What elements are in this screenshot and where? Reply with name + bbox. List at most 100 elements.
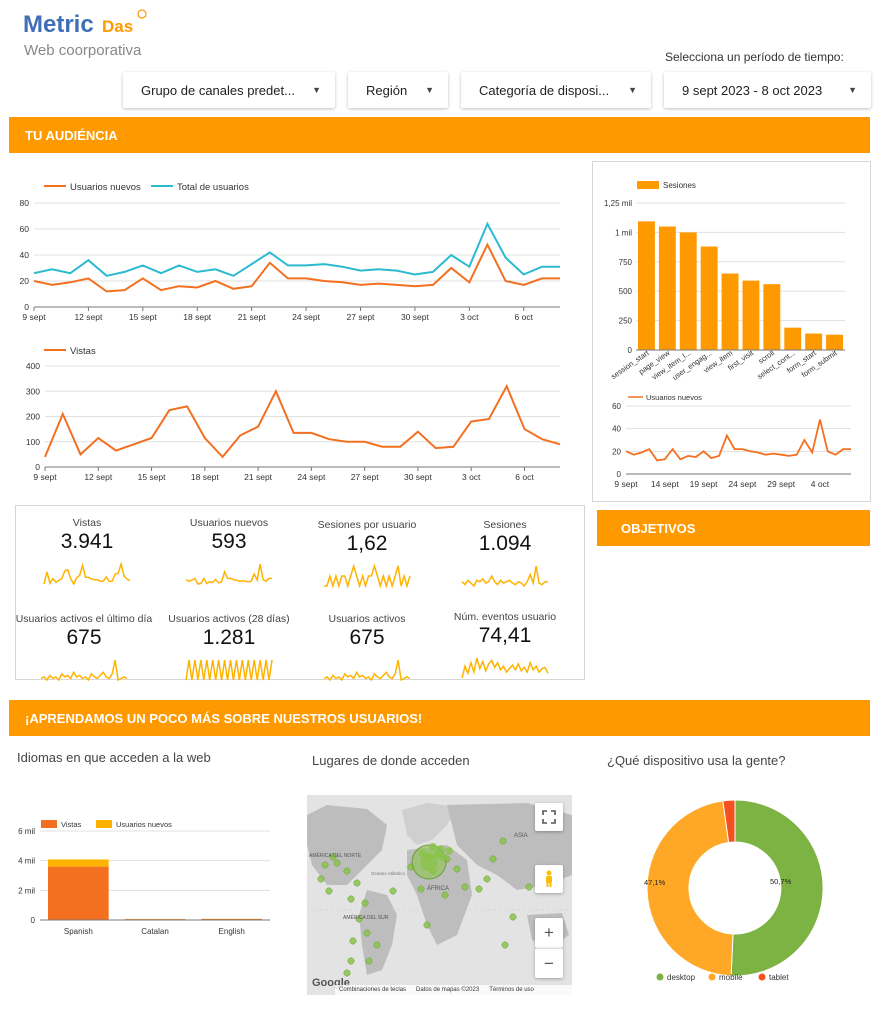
x-tick-label: Spanish xyxy=(64,927,93,936)
y-tick-label: 750 xyxy=(619,258,633,267)
map-location-marker xyxy=(419,849,427,857)
map-location-marker-core xyxy=(420,853,438,871)
terms-link[interactable]: Términos de uso xyxy=(489,987,534,993)
kpi-sparkline xyxy=(40,659,128,682)
map-location-marker xyxy=(355,915,363,923)
x-tick-label: 3 oct xyxy=(462,472,481,482)
y-tick-label: 20 xyxy=(20,276,30,286)
y-tick-label: 0 xyxy=(628,346,633,355)
map-location-marker xyxy=(437,845,445,853)
y-tick-label: 1,25 mil xyxy=(604,199,632,208)
logo-das: Das xyxy=(102,17,133,36)
map-location-marker xyxy=(475,885,483,893)
kpi-sparkline xyxy=(324,563,411,588)
kpi-label: Núm. eventos usuario xyxy=(453,611,557,623)
y-tick-label: 20 xyxy=(612,447,621,456)
world-map[interactable]: AMÉRICA DEL NORTE AMÉRICA DEL SUR ÁFRICA… xyxy=(307,795,572,995)
bar-view_item_l... xyxy=(679,232,697,350)
bar-english xyxy=(201,918,262,920)
x-tick-label: 24 sept xyxy=(297,472,326,482)
kpi-sparkline xyxy=(323,659,411,682)
kpi-label: Vistas xyxy=(72,517,102,529)
sparkline-path xyxy=(185,659,273,681)
logo: Metric Das xyxy=(22,8,148,40)
legend-new-users-label: Usuarios nuevos xyxy=(70,182,141,193)
legend-label-tablet: tablet xyxy=(769,973,789,982)
channel-group-filter[interactable]: Grupo de canales predet... ▼ xyxy=(123,72,335,108)
map-location-marker xyxy=(489,855,497,863)
zoom-out-icon[interactable]: − xyxy=(535,948,563,978)
period-label: Selecciona un período de tiempo: xyxy=(665,50,844,64)
x-tick-label: 24 sept xyxy=(728,479,757,489)
kpi-label: Sesiones xyxy=(483,519,527,531)
x-tick-label: 14 sept xyxy=(651,479,680,489)
legend-new-users-label: Usuarios nuevos xyxy=(116,820,172,829)
map-location-marker xyxy=(361,899,369,907)
y-tick-label: 4 mil xyxy=(18,857,35,866)
kpi-value: 74,41 xyxy=(478,624,532,647)
kpi-value: 3.941 xyxy=(60,530,114,553)
x-tick-label: 15 sept xyxy=(129,312,158,322)
y-tick-label: 40 xyxy=(20,250,30,260)
legend-label-mobile: mobile xyxy=(719,973,743,982)
languages-title: Idiomas en que acceden a la web xyxy=(17,750,211,765)
zoom-in-icon[interactable]: + xyxy=(535,918,563,948)
y-tick-label: 80 xyxy=(20,198,30,208)
map-location-marker xyxy=(317,875,325,883)
kpi-panel xyxy=(15,505,585,680)
donut-slice-desktop xyxy=(730,799,824,977)
y-tick-label: 1 mil xyxy=(615,228,632,237)
y-tick-label: 300 xyxy=(26,386,40,396)
y-tick-label: 0 xyxy=(31,916,36,925)
kpi-card: Sesiones 1.094 xyxy=(440,519,570,588)
kpi-label: Usuarios activos (28 días) xyxy=(168,613,290,625)
kpi-label: Sesiones por usuario xyxy=(317,519,417,531)
legend-sessions-label: Sesiones xyxy=(663,181,696,190)
map-location-marker xyxy=(439,853,447,861)
donut-label-mobile: 47,1% xyxy=(644,878,666,887)
x-tick-label: 27 sept xyxy=(347,312,376,322)
map-location-marker xyxy=(429,843,437,851)
series-line xyxy=(625,419,851,462)
keyboard-shortcuts-link[interactable]: Combinaciones de teclas xyxy=(339,987,407,993)
date-range-picker[interactable]: 9 sept 2023 - 8 oct 2023 ▼ xyxy=(664,72,871,108)
x-tick-label: English xyxy=(219,927,245,936)
map-location-marker xyxy=(343,867,351,875)
sparkline-path xyxy=(323,659,411,682)
map-location-marker xyxy=(353,879,361,887)
x-tick-label: 9 sept xyxy=(614,479,638,489)
kpi-label: Usuarios activos el último día xyxy=(15,613,153,625)
sparkline-path xyxy=(324,563,411,588)
x-tick-label: 6 oct xyxy=(515,472,534,482)
kpi-sparkline xyxy=(43,561,131,586)
map-location-marker xyxy=(483,875,491,883)
x-tick-label: 15 sept xyxy=(138,472,167,482)
legend-swatch-desktop xyxy=(656,973,664,981)
places-title: Lugares de donde acceden xyxy=(312,753,470,768)
kpi-label: Usuarios activos xyxy=(328,613,406,625)
map-label-north-america: AMÉRICA DEL NORTE xyxy=(309,852,362,859)
bar-select_cont... xyxy=(784,327,802,350)
kpi-sparkline xyxy=(185,659,273,681)
dropdown-arrow-icon: ▼ xyxy=(312,85,321,95)
map-location-marker xyxy=(501,941,509,949)
kpi-value: 1.094 xyxy=(478,532,532,555)
y-tick-label: 6 mil xyxy=(18,827,35,836)
x-tick-label: 3 oct xyxy=(460,312,479,322)
kpi-card: Usuarios activos el último día 675 xyxy=(0,613,168,682)
device-category-filter[interactable]: Categoría de disposi... ▼ xyxy=(461,72,651,108)
pegman-icon[interactable] xyxy=(535,865,563,893)
legend-swatch-mobile xyxy=(708,973,716,981)
map-location-marker xyxy=(509,913,517,921)
map-location-marker xyxy=(453,865,461,873)
fullscreen-icon[interactable] xyxy=(535,803,563,831)
dropdown-arrow-icon: ▼ xyxy=(425,85,434,95)
region-filter[interactable]: Región ▼ xyxy=(348,72,448,108)
legend-sessions-swatch xyxy=(637,181,659,189)
kpi-sparkline xyxy=(461,565,548,588)
map-location-marker xyxy=(363,929,371,937)
legend-total-users-label: Total de usuarios xyxy=(177,182,249,193)
bar-spanish xyxy=(48,859,109,867)
series-line-0 xyxy=(33,242,560,293)
